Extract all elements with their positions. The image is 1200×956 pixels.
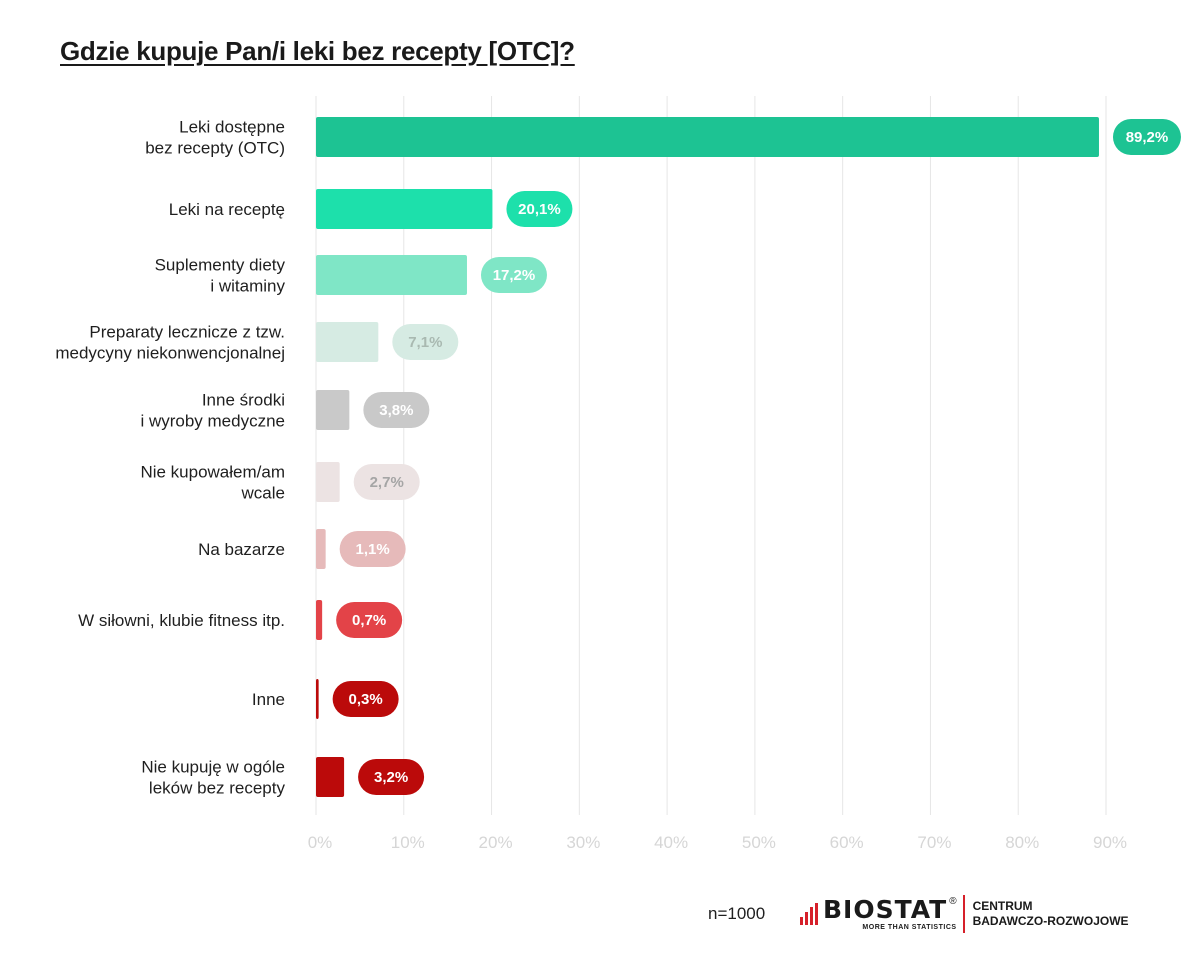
value-badge [339,531,406,567]
logo-registered-mark: ® [949,896,957,907]
category-label: Inne [252,690,285,709]
category-label: Preparaty lecznicze z tzw. medycyny nieko… [55,323,285,363]
value-label: 1,1% [356,541,390,558]
value-badge [363,392,430,428]
bar [316,462,340,502]
x-tick-label: 40% [654,833,688,852]
bar-row: Preparaty lecznicze z tzw. medycyny nieko… [55,322,459,363]
bar-row: Suplementy diety i witaminy 17,2% [155,255,547,296]
bar [316,117,1099,157]
bar [316,390,350,430]
bar-row: Na bazarze 1,1% [198,529,406,569]
logo-wordmark: BIOSTAT ® MORE THAN STATISTICS [823,895,957,932]
bar [316,679,319,719]
logo-divider [962,895,965,933]
value-label: 3,2% [374,769,408,786]
bar [316,757,345,797]
x-tick-label: 90% [1093,833,1127,852]
bar-chart: 0% 10% 20% 30% 40% 50% 60% 70% 80% 90% Leki dostęp… [55,96,1181,852]
x-tick-label: 60% [830,833,864,852]
logo-tagline: MORE THAN STATISTICS [862,924,957,931]
category-label: W siłowni, klubie fitness itp. [78,611,285,630]
bar-row: Nie kupowałem/am wcale 2,7% [140,462,420,503]
category-label: Inne środki i wyroby medyczne [140,391,285,431]
value-label: 2,7% [370,474,404,491]
value-label: 3,8% [379,402,413,419]
research-center-line-2: BADAWCZO-ROZWOJOWE [972,914,1129,928]
sample-size: n=1000 [708,904,766,923]
value-badge [480,257,547,293]
value-badge [336,602,403,638]
bar [316,600,323,640]
bar [316,255,467,295]
bar-row: Inne 0,3% [252,679,399,719]
value-badge [332,681,399,717]
value-label: 17,2% [493,267,536,284]
category-label: Leki dostępne bez recepty (OTC) [145,118,285,158]
value-badge [358,759,425,795]
x-tick-label: 0% [308,833,333,852]
bar-row: Inne środki i wyroby medyczne 3,8% [140,390,430,431]
x-tick-label: 70% [917,833,951,852]
value-badge [506,191,573,227]
bar [316,529,326,569]
category-label: Leki na receptę [169,200,285,219]
logo-bars-icon [800,903,818,925]
bar [316,322,379,362]
x-tick-label: 20% [479,833,513,852]
research-center-label: CENTRUM BADAWCZO-ROZWOJOWE [973,899,1129,929]
bar-row: Leki na receptę 20,1% [169,189,573,229]
category-label: Suplementy diety i witaminy [155,256,286,296]
x-tick-label: 80% [1005,833,1039,852]
category-label: Nie kupuję w ogóle leków bez recepty [141,758,285,798]
value-label: 7,1% [408,334,442,351]
category-label: Na bazarze [198,540,285,559]
research-center-line-1: CENTRUM [972,899,1033,913]
bar-row: Nie kupuję w ogóle leków bez recepty 3,2% [141,757,425,798]
value-label: 89,2% [1126,129,1169,146]
value-label: 0,3% [349,691,383,708]
value-label: 20,1% [518,201,561,218]
x-tick-label: 10% [391,833,425,852]
bar [316,189,493,229]
x-tick-label: 30% [566,833,600,852]
value-label: 0,7% [352,612,386,629]
value-badge [353,464,420,500]
biostat-logo: BIOSTAT ® MORE THAN STATISTICS CENTRUM BA… [800,895,1129,933]
bar-row: W siłowni, klubie fitness itp. 0,7% [78,600,403,640]
value-badge [1112,119,1181,155]
logo-brand-name: BIOSTAT [823,895,948,924]
value-badge [392,324,459,360]
bar-row: Leki dostępne bez recepty (OTC) 89,2% [145,117,1181,158]
category-label: Nie kupowałem/am wcale [140,463,285,503]
chart-title: Gdzie kupuje Pan/i leki bez recepty [OTC… [60,36,575,66]
x-tick-label: 50% [742,833,776,852]
